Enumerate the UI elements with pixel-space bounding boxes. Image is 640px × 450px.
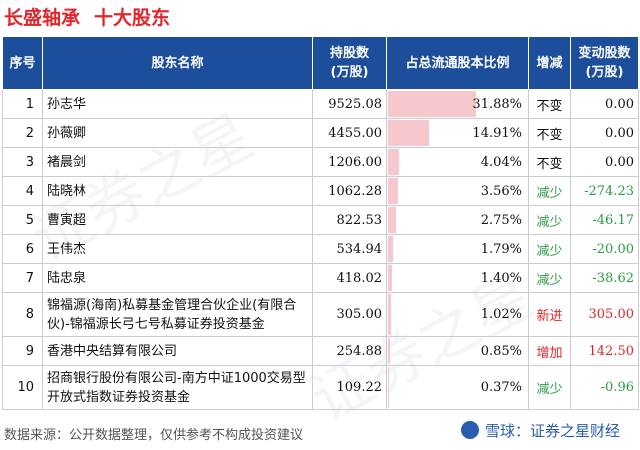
holding-ratio-bar: [388, 149, 400, 175]
shares-held: 9525.08: [312, 89, 387, 119]
col-header-name: 股东名称: [42, 36, 313, 90]
col-header-index: 序号: [2, 36, 43, 90]
holding-ratio: 2.75%: [386, 205, 529, 235]
shares-held: 534.94: [312, 234, 387, 264]
shareholder-name: 孙薇卿: [42, 118, 313, 148]
change-status: 减少: [528, 205, 571, 235]
row-index: 1: [2, 89, 43, 119]
holding-ratio-bar: [388, 207, 396, 233]
row-index: 2: [2, 118, 43, 148]
page-title: 长盛轴承 十大股东: [4, 3, 170, 30]
table-row: 3 褚晨剑 1206.00 4.04% 不变 0.00: [2, 147, 639, 177]
holding-ratio: 31.88%: [386, 89, 529, 119]
table-row: 6 王伟杰 534.94 1.79% 减少 -20.00: [2, 234, 639, 264]
shareholder-name: 孙志华: [42, 89, 313, 119]
row-index: 8: [2, 292, 43, 337]
holding-ratio: 1.40%: [386, 263, 529, 293]
shares-held: 109.22: [312, 365, 387, 410]
row-index: 7: [2, 263, 43, 293]
holding-ratio: 0.37%: [386, 365, 529, 410]
table-header-row: 序号 股东名称 持股数 (万股) 占总流通股本比例 增减 变动股数 (万股): [2, 36, 639, 90]
holding-ratio-bar: [388, 265, 392, 291]
shareholder-name: 褚晨剑: [42, 147, 313, 177]
change-status: 不变: [528, 147, 571, 177]
table-row: 8 锦福源(海南)私募基金管理合伙企业(有限合伙)-锦福源长弓七号私募证券投资基金…: [2, 292, 639, 337]
shares-held: 1206.00: [312, 147, 387, 177]
holding-ratio-bar: [388, 120, 430, 146]
shares-held: 1062.28: [312, 176, 387, 206]
change-amount: -46.17: [570, 205, 639, 235]
change-status: 减少: [528, 365, 571, 410]
change-amount: 142.50: [570, 336, 639, 366]
change-amount: 0.00: [570, 89, 639, 119]
shareholder-name: 招商银行股份有限公司-南方中证1000交易型开放式指数证券投资基金: [42, 365, 313, 410]
snowball-logo-icon: [460, 421, 479, 439]
table-row: 2 孙薇卿 4455.00 14.91% 不变 0.00: [2, 118, 639, 148]
shares-held: 418.02: [312, 263, 387, 293]
holding-ratio-bar: [388, 338, 391, 364]
change-status: 不变: [528, 118, 571, 148]
holding-ratio: 1.02%: [386, 292, 529, 337]
change-amount: 305.00: [570, 292, 639, 337]
holding-ratio-bar: [388, 178, 398, 204]
shareholders-table: 序号 股东名称 持股数 (万股) 占总流通股本比例 增减 变动股数 (万股) 1 孙志…: [2, 36, 639, 410]
table-subject: 十大股东: [94, 7, 171, 29]
change-status: 新进: [528, 292, 571, 337]
table-row: 5 曹寅超 822.53 2.75% 减少 -46.17: [2, 205, 639, 235]
change-status: 减少: [528, 263, 571, 293]
shares-held: 254.88: [312, 336, 387, 366]
shares-held: 305.00: [312, 292, 387, 337]
holding-ratio-bar: [388, 236, 393, 262]
holding-ratio: 14.91%: [386, 118, 529, 148]
change-amount: -20.00: [570, 234, 639, 264]
row-index: 10: [2, 365, 43, 410]
change-status: 增加: [528, 336, 571, 366]
brand-label: 雪球：证券之星财经: [460, 420, 620, 441]
holding-ratio-bar: [388, 367, 390, 408]
col-header-delta: 变动股数 (万股): [570, 36, 639, 90]
shareholder-name: 锦福源(海南)私募基金管理合伙企业(有限合伙)-锦福源长弓七号私募证券投资基金: [42, 292, 313, 337]
change-amount: -274.23: [570, 176, 639, 206]
change-status: 减少: [528, 176, 571, 206]
shareholder-name: 香港中央结算有限公司: [42, 336, 313, 366]
table-row: 1 孙志华 9525.08 31.88% 不变 0.00: [2, 89, 639, 119]
shareholder-name: 曹寅超: [42, 205, 313, 235]
table-row: 10 招商银行股份有限公司-南方中证1000交易型开放式指数证券投资基金 109.2…: [2, 365, 639, 410]
shareholder-name: 陆晓林: [42, 176, 313, 206]
table-row: 7 陆忠泉 418.02 1.40% 减少 -38.62: [2, 263, 639, 293]
change-amount: 0.00: [570, 147, 639, 177]
col-header-change: 增减: [528, 36, 571, 90]
holding-ratio: 0.85%: [386, 336, 529, 366]
holding-ratio: 4.04%: [386, 147, 529, 177]
holding-ratio: 3.56%: [386, 176, 529, 206]
change-status: 减少: [528, 234, 571, 264]
row-index: 4: [2, 176, 43, 206]
col-header-ratio: 占总流通股本比例: [386, 36, 529, 90]
holding-ratio-bar: [388, 91, 476, 117]
shareholder-name: 王伟杰: [42, 234, 313, 264]
row-index: 9: [2, 336, 43, 366]
change-amount: -0.96: [570, 365, 639, 410]
data-source-note: 数据来源：公开数据整理，仅供参考不构成投资建议: [4, 428, 304, 443]
shares-held: 822.53: [312, 205, 387, 235]
row-index: 6: [2, 234, 43, 264]
company-name: 长盛轴承: [4, 7, 81, 29]
shareholder-name: 陆忠泉: [42, 263, 313, 293]
change-amount: -38.62: [570, 263, 639, 293]
table-row: 9 香港中央结算有限公司 254.88 0.85% 增加 142.50: [2, 336, 639, 366]
col-header-shares: 持股数 (万股): [312, 36, 387, 90]
change-status: 不变: [528, 89, 571, 119]
row-index: 5: [2, 205, 43, 235]
holding-ratio: 1.79%: [386, 234, 529, 264]
holding-ratio-bar: [388, 294, 391, 335]
row-index: 3: [2, 147, 43, 177]
change-amount: 0.00: [570, 118, 639, 148]
shares-held: 4455.00: [312, 118, 387, 148]
table-row: 4 陆晓林 1062.28 3.56% 减少 -274.23: [2, 176, 639, 206]
